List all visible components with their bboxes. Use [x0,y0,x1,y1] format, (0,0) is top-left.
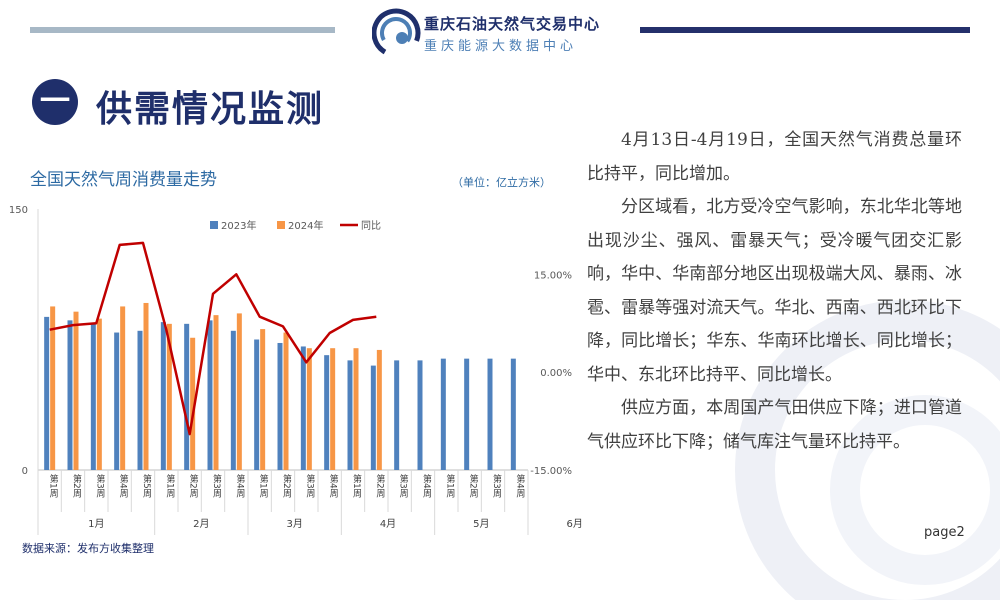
bar-2024年 [330,348,336,470]
bar-2023年 [184,323,190,470]
month-label: 5月 [473,518,489,530]
bar-2023年 [300,346,306,470]
bar-2023年 [114,332,120,470]
legend-label-2023年: 2023年 [221,219,256,232]
org-subname: 重庆能源大数据中心 [424,39,578,54]
analysis-text: 4月13日-4月19日，全国天然气消费总量环比持平，同比增加。 分区域看，北方受… [587,124,962,459]
bar-2023年 [347,360,353,470]
bar-2023年 [440,358,446,470]
bar-2024年 [213,315,219,470]
x-tick-label: 第4周 [328,473,339,499]
month-label: 3月 [286,518,302,530]
y-left-tick-label: 150 [9,205,28,216]
section-number: 一 [40,84,70,119]
bar-2024年 [353,348,359,470]
bar-2023年 [90,323,96,470]
legend-swatch-2024年 [277,221,285,229]
legend-label-同比: 同比 [361,220,381,232]
x-tick-label: 第2周 [374,473,385,499]
bar-2023年 [464,358,470,470]
x-tick-label: 第3周 [304,473,315,499]
x-tick-label: 第4周 [421,473,432,499]
x-tick-label: 第2周 [281,473,292,499]
bar-2024年 [50,306,56,470]
month-label: 4月 [380,518,396,530]
bar-2024年 [376,349,382,470]
chart-unit: （单位：亿立方米） [452,176,551,189]
x-tick-label: 第2周 [188,473,199,499]
month-label: 1月 [88,518,104,530]
bar-2023年 [324,355,330,470]
y-right-tick-label: 0.00% [540,368,572,379]
x-tick-label: 第1周 [351,473,362,499]
x-tick-label: 第3周 [211,473,222,499]
bar-2024年 [73,311,79,470]
bar-2023年 [254,339,260,470]
legend-label-2024年: 2024年 [288,219,323,232]
x-tick-label: 第4周 [118,473,128,499]
bar-2023年 [417,360,423,470]
x-tick-label: 第2周 [71,473,82,499]
section-number-badge: 一 [32,79,78,125]
month-label: 2月 [193,518,209,530]
legend-swatch-2023年 [210,221,218,229]
page-title: 供需情况监测 [96,89,325,130]
bar-2024年 [96,318,102,470]
org-logo-icon [372,8,421,58]
x-tick-label: 第3周 [398,473,409,499]
x-tick-label: 第1周 [258,473,269,499]
org-name: 重庆石油天然气交易中心 [424,15,601,33]
bar-2024年 [143,302,149,470]
x-tick-label: 第2周 [468,473,479,499]
header-rule-left [30,27,335,33]
bar-2023年 [370,365,376,470]
data-source: 数据来源：发布方收集整理 [22,542,154,555]
x-tick-label: 第1周 [48,473,59,499]
x-tick-label: 第1周 [444,473,455,499]
bar-2024年 [283,332,289,470]
bar-2023年 [510,358,516,470]
y-right-tick-label: -15.00% [530,466,572,477]
bar-2023年 [230,330,236,470]
paragraph-regional: 分区域看，北方受冷空气影响，东北华北等地出现沙尘、强风、雷暴天气；受冷暖气团交汇… [587,197,962,385]
consumption-chart: 0 150 -15.00% 0.00% 15.00% 第1周 第2周 第3周 第4周 第5周 第1周… [9,205,583,535]
bar-2023年 [277,342,283,470]
y-left-tick-label: 0 [22,466,28,477]
bar-2023年 [160,322,166,470]
bar-2023年 [137,330,143,470]
bar-2024年 [260,329,266,470]
bar-2024年 [120,306,126,470]
x-tick-label: 第5周 [141,473,152,499]
month-label: 6月 [566,518,582,530]
paragraph-overview: 4月13日-4月19日，全国天然气消费总量环比持平，同比增加。 [587,130,962,184]
line-同比 [49,241,377,436]
bar-2023年 [207,320,213,470]
x-tick-label: 第3周 [491,473,502,499]
bar-2024年 [306,348,312,470]
bar-2024年 [190,337,196,470]
bar-2024年 [236,313,242,470]
bar-2023年 [67,320,73,470]
page-number: page2 [924,525,965,540]
y-right-tick-label: 15.00% [534,270,572,281]
x-tick-label: 第4周 [514,473,525,499]
chart-title: 全国天然气周消费量走势 [30,170,217,190]
x-tick-label: 第3周 [94,473,105,499]
header-rule-right [640,27,970,33]
bar-2023年 [394,360,400,470]
paragraph-supply: 供应方面，本周国产气田供应下降；进口管道气供应环比下降；储气库注气量环比持平。 [587,398,962,452]
bar-2023年 [44,316,50,470]
x-tick-label: 第4周 [234,473,245,499]
bar-2023年 [487,358,493,470]
x-tick-label: 第1周 [164,473,175,499]
bar-2024年 [166,323,172,470]
